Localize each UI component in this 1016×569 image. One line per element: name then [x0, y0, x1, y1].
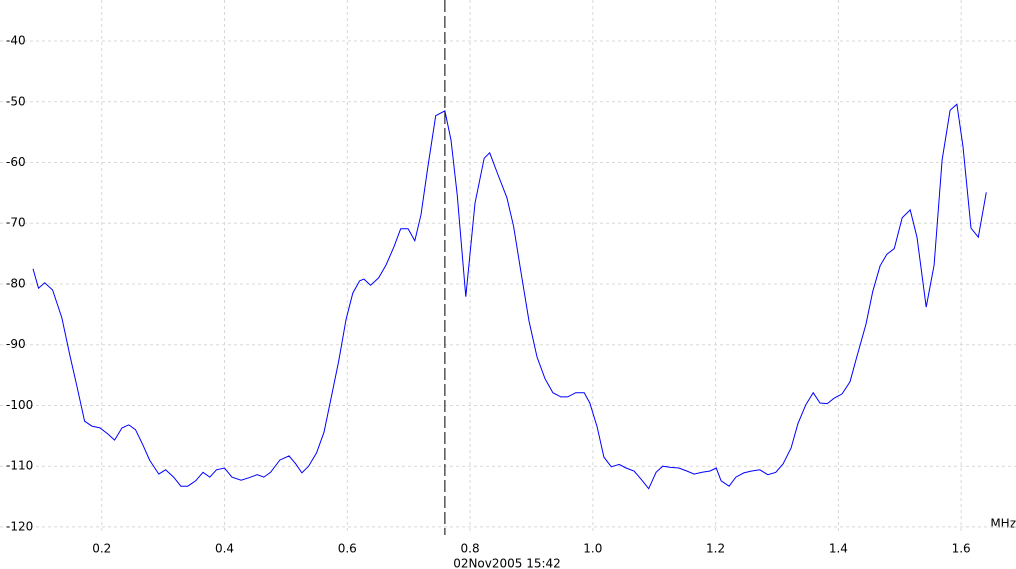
- x-tick-label: 0.2: [92, 542, 111, 556]
- y-tick-label: -40: [6, 34, 26, 48]
- x-tick-label: 1.0: [583, 542, 602, 556]
- x-tick-label: 1.2: [706, 542, 725, 556]
- y-tick-label: -120: [6, 519, 33, 533]
- y-tick-label: -100: [6, 398, 33, 412]
- x-tick-label: 1.4: [829, 542, 848, 556]
- y-tick-label: -110: [6, 459, 33, 473]
- y-tick-label: -70: [6, 216, 26, 230]
- x-tick-label: 0.6: [338, 542, 357, 556]
- x-tick-label: 0.4: [215, 542, 234, 556]
- y-tick-label: -50: [6, 94, 26, 108]
- x-tick-label: 0.8: [461, 542, 480, 556]
- y-tick-label: -90: [6, 337, 26, 351]
- data-line: [32, 103, 987, 490]
- x-tick-label: 1.6: [952, 542, 971, 556]
- y-tick-label: -60: [6, 155, 26, 169]
- x-axis-label: MHz: [990, 517, 1016, 531]
- y-tick-label: -80: [6, 276, 26, 290]
- timestamp: 02Nov2005 15:42: [453, 557, 561, 569]
